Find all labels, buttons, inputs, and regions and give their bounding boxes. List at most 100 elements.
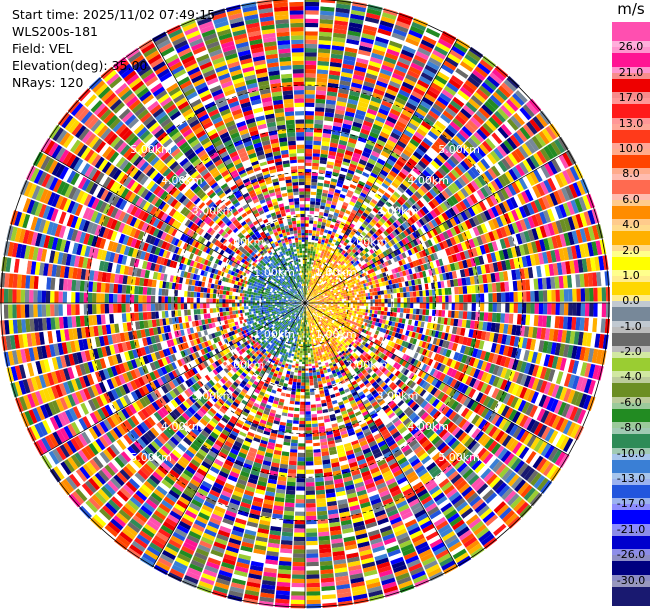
velocity-cell: [305, 290, 307, 293]
velocity-cell: [317, 273, 320, 276]
velocity-cell: [335, 306, 338, 308]
velocity-cell: [370, 303, 373, 307]
velocity-cell: [396, 288, 400, 293]
velocity-cell: [309, 207, 315, 212]
velocity-cell: [315, 201, 321, 206]
velocity-cell: [337, 179, 344, 185]
velocity-cell: [305, 223, 309, 227]
velocity-cell: [311, 239, 315, 243]
velocity-cell: [318, 48, 331, 54]
velocity-cell: [322, 246, 326, 250]
velocity-cell: [483, 312, 489, 322]
velocity-cell: [345, 220, 351, 226]
velocity-cell: [313, 274, 316, 277]
velocity-cell: [326, 95, 337, 101]
velocity-cell: [323, 259, 327, 263]
velocity-cell: [345, 42, 359, 50]
velocity-cell: [313, 283, 316, 287]
velocity-cell: [312, 266, 315, 270]
velocity-cell: [307, 292, 309, 295]
velocity-cell: [320, 267, 323, 270]
velocity-cell: [319, 19, 334, 25]
velocity-cell: [406, 292, 410, 298]
velocity-cell: [381, 127, 392, 136]
velocity-cell: [359, 305, 362, 309]
velocity-cell: [391, 32, 406, 41]
velocity-cell: [342, 161, 350, 167]
velocity-cell: [412, 291, 417, 297]
velocity-cell: [343, 119, 353, 126]
velocity-cell: [305, 266, 307, 269]
velocity-cell: [316, 275, 319, 278]
velocity-cell: [308, 233, 312, 236]
velocity-cell: [354, 203, 361, 209]
velocity-cell: [445, 303, 449, 310]
velocity-cell: [344, 298, 347, 301]
velocity-cell: [308, 268, 311, 271]
velocity-cell: [381, 294, 385, 299]
velocity-cell: [350, 180, 358, 187]
velocity-cell: [361, 308, 364, 312]
velocity-cell: [306, 297, 307, 300]
velocity-cell: [380, 16, 396, 25]
velocity-cell: [326, 197, 333, 202]
velocity-cell: [387, 294, 391, 299]
velocity-cell: [310, 194, 316, 199]
velocity-cell: [315, 249, 319, 253]
velocity-cell: [318, 250, 322, 254]
velocity-cell: [347, 169, 355, 175]
velocity-cell: [334, 20, 348, 26]
velocity-cell: [308, 226, 313, 231]
velocity-cell: [406, 297, 411, 303]
velocity-cell: [396, 61, 410, 70]
velocity-cell: [349, 18, 364, 25]
velocity-cell: [438, 303, 443, 310]
velocity-cell: [360, 37, 374, 45]
velocity-cell: [357, 197, 364, 204]
velocity-cell: [401, 109, 413, 118]
velocity-cell: [384, 298, 388, 303]
velocity-cell: [484, 303, 489, 312]
velocity-cell: [314, 115, 324, 121]
velocity-cell: [424, 31, 439, 42]
velocity-cell: [329, 184, 336, 189]
velocity-cell: [330, 234, 335, 239]
velocity-cell: [306, 272, 308, 275]
velocity-cell: [308, 293, 310, 296]
velocity-cell: [405, 102, 417, 111]
velocity-cell: [360, 174, 369, 181]
velocity-cell: [572, 288, 577, 302]
velocity-cell: [326, 167, 333, 172]
velocity-cell: [309, 275, 311, 278]
velocity-cell: [305, 69, 316, 74]
velocity-cell: [347, 141, 356, 149]
velocity-cell: [337, 227, 343, 232]
velocity-cell: [311, 269, 314, 272]
velocity-cell: [381, 298, 385, 303]
velocity-cell: [383, 56, 397, 65]
velocity-cell: [348, 26, 362, 33]
velocity-cell: [359, 97, 370, 105]
velocity-cell: [317, 243, 321, 246]
velocity-cell: [355, 300, 358, 303]
velocity-cell: [305, 244, 308, 247]
velocity-cell: [361, 33, 375, 41]
velocity-cell: [360, 128, 370, 136]
velocity-cell: [350, 129, 360, 137]
velocity-cell: [559, 289, 565, 302]
velocity-cell: [305, 204, 310, 208]
velocity-cell: [349, 212, 356, 218]
velocity-cell: [344, 51, 357, 58]
velocity-cell: [343, 181, 351, 187]
velocity-cell: [310, 250, 313, 254]
velocity-cell: [318, 236, 323, 240]
velocity-cell: [310, 264, 313, 267]
velocity-cell: [376, 80, 388, 88]
velocity-cell: [324, 177, 331, 182]
velocity-cell: [306, 290, 307, 293]
velocity-cell: [597, 287, 602, 302]
velocity-cell: [323, 120, 333, 126]
velocity-cell: [313, 128, 323, 133]
velocity-cell: [312, 282, 314, 286]
velocity-cell: [306, 288, 308, 291]
